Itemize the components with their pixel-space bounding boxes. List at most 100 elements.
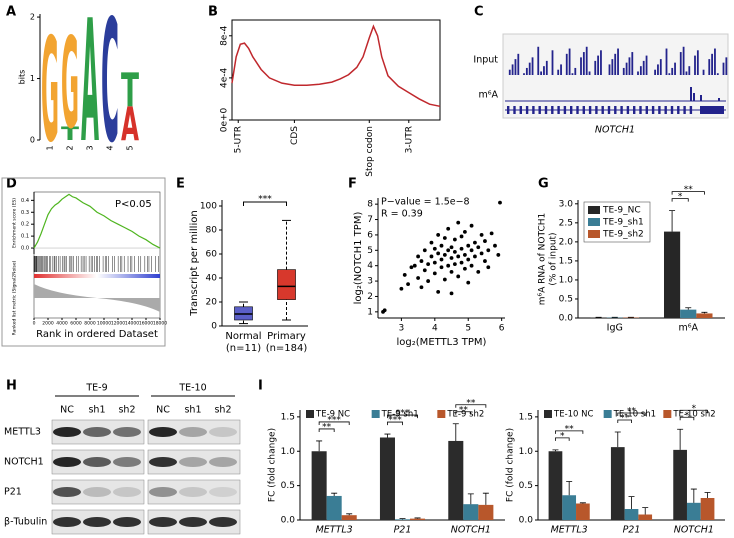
exon (588, 106, 592, 114)
coverage (560, 64, 562, 75)
legend-label: TE-9_sh2 (602, 230, 644, 240)
y-tick-label: 8e-4 (220, 25, 230, 46)
coverage (657, 64, 659, 75)
error-bar (467, 493, 474, 505)
point (432, 260, 437, 265)
band (149, 517, 177, 527)
legend-swatch (588, 230, 600, 238)
coverage (594, 60, 597, 75)
y-tick-label: 4 (367, 261, 373, 271)
point (466, 243, 471, 248)
band (113, 487, 141, 497)
point (416, 254, 421, 259)
exon (620, 106, 623, 114)
point (436, 233, 441, 237)
coverage (540, 71, 542, 75)
coverage (574, 67, 577, 75)
band (83, 427, 111, 437)
point (409, 265, 414, 270)
coverage (682, 46, 685, 75)
point (466, 280, 471, 285)
legend-label: TE-10 sh2 (672, 410, 715, 420)
exon (689, 106, 693, 114)
bar (624, 509, 639, 520)
point (439, 243, 444, 248)
x-tick-label: 2000 (42, 321, 54, 327)
point (436, 289, 441, 294)
bar (478, 504, 494, 520)
y-tick-label: 1.0 (281, 447, 296, 457)
coverage (718, 98, 720, 101)
plot-frame (33, 191, 161, 319)
exon (626, 106, 630, 114)
exon (607, 106, 611, 114)
y-tick-label: 0.0 (21, 246, 29, 252)
point (456, 274, 461, 279)
y-tick-label: 100 (200, 202, 217, 212)
y-axis-label: log₂(NOTCH1 TPM) (353, 212, 364, 305)
exon (614, 106, 617, 114)
point (439, 265, 444, 270)
coverage (674, 62, 676, 75)
blot-strip (147, 479, 241, 505)
ranked-metric (34, 284, 160, 312)
point (459, 260, 464, 265)
error-bar (384, 433, 391, 438)
x-tick-label: 3 (399, 324, 405, 334)
bar (610, 447, 625, 520)
coverage (708, 59, 711, 75)
protein-label: NOTCH1 (4, 457, 44, 468)
coverage (668, 73, 671, 75)
legend-swatch (588, 218, 600, 226)
sig-bracket (555, 430, 584, 434)
error-bar (704, 492, 711, 498)
y-tick-label: 0.5 (281, 481, 295, 491)
x-tick-label: Stop codon (365, 126, 375, 177)
exon (683, 106, 686, 114)
band (179, 427, 207, 437)
exon (532, 106, 535, 114)
sig-bracket (555, 437, 570, 441)
point (429, 240, 434, 245)
coverage (543, 66, 545, 75)
point (469, 263, 474, 268)
exon (538, 106, 541, 114)
bar (379, 437, 395, 520)
y-tick-label: 4e-4 (220, 68, 230, 89)
logo-letter: A (81, 0, 99, 181)
exon (658, 106, 661, 114)
exon (601, 106, 604, 114)
error-bar (331, 492, 338, 496)
coverage (582, 52, 585, 75)
panel-letter: B (208, 5, 218, 20)
bar (700, 498, 715, 520)
coverage (600, 50, 602, 75)
x-tick-label: 10000 (97, 321, 111, 327)
box (277, 269, 296, 300)
error-bar (579, 502, 586, 504)
y-tick-label: 0 (211, 322, 217, 332)
sig-bracket (671, 191, 705, 195)
point (479, 233, 484, 237)
sig-label: ** (322, 422, 332, 432)
coverage (714, 48, 716, 75)
lane-label: NC (60, 405, 74, 416)
exon (563, 106, 567, 114)
x-tick-label: NOTCH1 (674, 525, 714, 536)
bar (548, 451, 563, 520)
point (416, 276, 421, 280)
x-tick-label: 14000 (125, 321, 139, 327)
coverage (690, 87, 692, 101)
coverage (645, 55, 648, 75)
band (179, 457, 207, 467)
y-tick-label: 0.1 (21, 234, 29, 240)
x-tick-label: 5-UTR (234, 126, 244, 153)
y-axis-label: Ranked list metric (Signal2Noise) (12, 260, 18, 335)
y-tick-label: 1.5 (559, 256, 573, 266)
exon (557, 106, 560, 114)
coverage (523, 73, 525, 75)
exon (595, 106, 598, 114)
coverage (551, 50, 554, 75)
sig-label: * (560, 431, 565, 441)
es-curve (33, 193, 161, 249)
